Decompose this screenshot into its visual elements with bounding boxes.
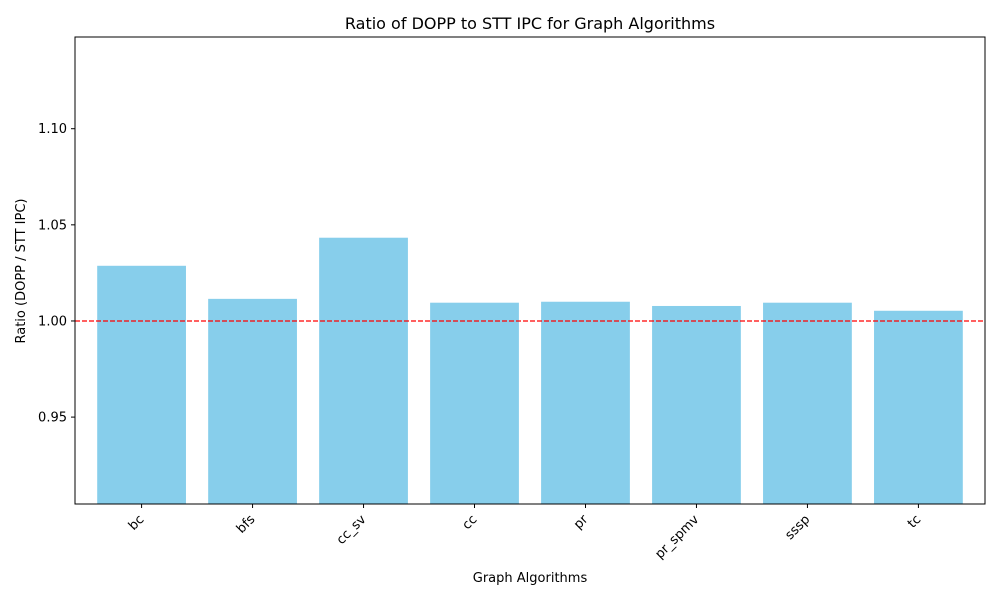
bar-pr (541, 301, 630, 504)
plot-frame (74, 36, 986, 505)
x-tick-label-cc_sv: cc_sv (334, 512, 370, 548)
y-tick-label: 1.05 (38, 218, 67, 233)
y-tick-label: 0.95 (38, 411, 67, 426)
x-tick-label-pr: pr (571, 512, 592, 533)
y-axis-label: Ratio (DOPP / STT IPC) (14, 198, 29, 343)
bar-bc (97, 265, 186, 504)
x-tick-label-bc: bc (126, 512, 148, 534)
bar-tc (874, 310, 963, 504)
x-tick-label-cc: cc (460, 512, 481, 533)
x-tick-label-pr_spmv: pr_spmv (652, 512, 702, 562)
bar-bfs (208, 298, 297, 504)
bar-pr_spmv (652, 305, 741, 504)
y-axis: 0.95 1.00 1.05 1.10 (38, 122, 75, 426)
bar-cc (430, 302, 519, 504)
bar-cc_sv (319, 237, 408, 504)
x-axis-label: Graph Algorithms (473, 571, 588, 586)
y-tick-label: 1.10 (38, 122, 67, 137)
x-tick-label-bfs: bfs (234, 512, 259, 537)
chart-title: Ratio of DOPP to STT IPC for Graph Algor… (345, 14, 715, 33)
x-tick-label-sssp: sssp (782, 512, 813, 543)
bar-sssp (763, 302, 852, 504)
x-tick-label-tc: tc (905, 512, 924, 531)
y-tick-label: 1.00 (38, 314, 67, 329)
x-axis: bc bfs cc_sv cc pr pr_spmv sssp tc (126, 504, 924, 562)
bars-group (97, 237, 963, 504)
